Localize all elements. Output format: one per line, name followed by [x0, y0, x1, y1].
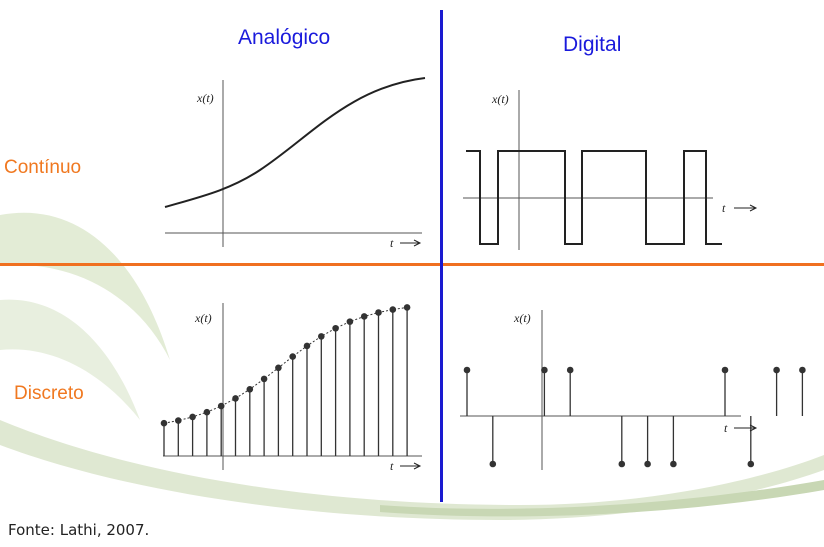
sample-point — [160, 419, 168, 427]
row-title-continuous: Contínuo — [4, 157, 82, 178]
column-title-analog: Analógico — [238, 26, 331, 49]
source-citation: Fonte: Lathi, 2007. — [8, 521, 150, 539]
sample-point — [670, 460, 677, 468]
sample-point — [403, 304, 411, 311]
sample-point — [175, 417, 182, 424]
sample-point — [747, 460, 755, 468]
sample-point — [721, 366, 729, 374]
sample-point — [203, 408, 211, 416]
y-axis-label: x(t) — [513, 311, 531, 325]
sample-point — [217, 402, 225, 410]
sample-point — [618, 460, 626, 468]
sample-point — [360, 313, 368, 320]
plot-discrete-digital: x(t) t — [460, 310, 806, 470]
x-axis-label: t — [390, 459, 394, 473]
sample-point — [799, 366, 806, 374]
arrow-icon — [734, 204, 758, 212]
y-axis-label: x(t) — [194, 311, 212, 325]
analog-signal-curve — [164, 77, 426, 208]
digital-signal-waveform — [466, 150, 722, 245]
plot-discrete-analog: x(t) t — [160, 303, 422, 473]
sample-point — [375, 309, 382, 316]
sample-point — [275, 364, 282, 372]
sample-point — [303, 342, 311, 350]
sample-point — [566, 366, 574, 374]
sample-point — [389, 306, 397, 313]
horizontal-separator — [0, 263, 824, 266]
x-axis-label: t — [390, 236, 394, 250]
sample-point — [189, 413, 196, 421]
sample-point — [773, 366, 780, 374]
x-axis-label: t — [724, 421, 728, 435]
plot-continuous-digital: x(t) t — [463, 90, 758, 250]
sample-point — [346, 318, 354, 325]
arrow-icon — [400, 462, 422, 470]
vertical-separator — [440, 10, 443, 502]
column-title-digital: Digital — [563, 33, 622, 56]
sample-point — [318, 333, 325, 340]
row-title-discrete: Discreto — [14, 383, 84, 404]
sample-point — [463, 366, 471, 374]
arrow-icon — [734, 424, 758, 432]
sample-point — [289, 353, 296, 360]
sample-point — [489, 460, 497, 468]
arrow-icon — [400, 239, 422, 247]
sample-point — [232, 395, 239, 402]
sample-point — [260, 375, 268, 383]
x-axis-label: t — [722, 201, 726, 215]
plot-continuous-analog: x(t) t — [164, 77, 426, 250]
sample-point — [332, 324, 339, 332]
sample-point — [246, 385, 254, 393]
sample-point — [541, 366, 548, 374]
y-axis-label: x(t) — [196, 91, 214, 105]
sample-point — [644, 460, 651, 468]
y-axis-label: x(t) — [491, 92, 509, 106]
